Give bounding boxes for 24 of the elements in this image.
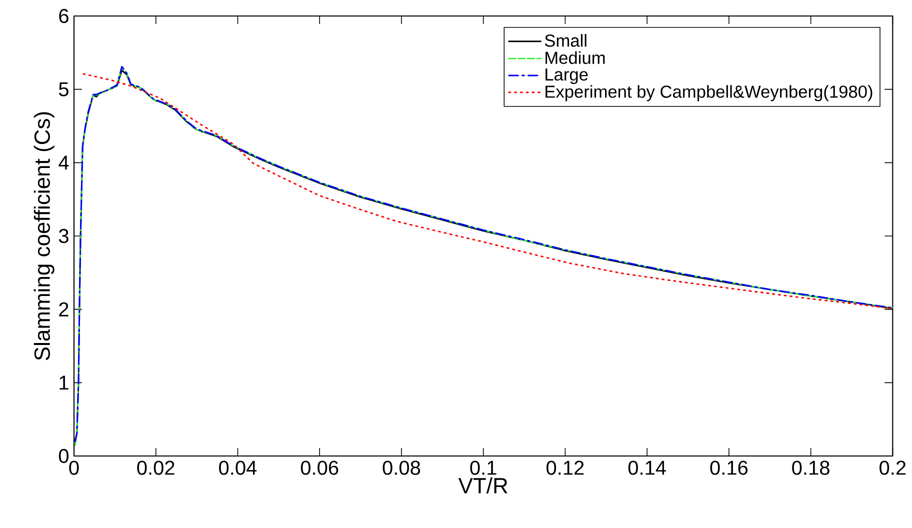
y-tick-label: 6 [59,8,68,24]
legend-label: Small [544,34,586,47]
y-tick-label: 4 [58,156,69,170]
y-tick-label: 0 [58,448,68,464]
x-axis-title: VT/R [458,477,508,494]
y-tick-label: 5 [58,82,68,96]
y-tick-label: 2 [59,302,68,316]
x-tick-label: 0.08 [382,460,420,475]
x-tick-label: 0.2 [880,460,906,475]
legend-label: Large [546,68,588,84]
x-tick-label: 0 [69,460,79,475]
x-tick-label: 0.06 [300,460,338,475]
x-tick-label: 0.04 [219,460,257,475]
legend-label: Experiment by Campbell&Weynberg(1980) [546,85,872,102]
y-tick-label: 3 [58,228,68,244]
x-tick-label: 0.12 [546,460,584,475]
x-tick-label: 0.02 [137,460,174,475]
x-tick-label: 0.16 [710,460,748,475]
y-tick-label: 1 [60,376,68,390]
legend-label: Medium [546,51,605,64]
x-tick-label: 0.14 [628,460,666,475]
x-tick-label: 0.18 [792,460,830,475]
x-tick-label: 0.1 [470,460,496,475]
y-axis-title: Slamming coefficient (Cs) [34,112,54,360]
